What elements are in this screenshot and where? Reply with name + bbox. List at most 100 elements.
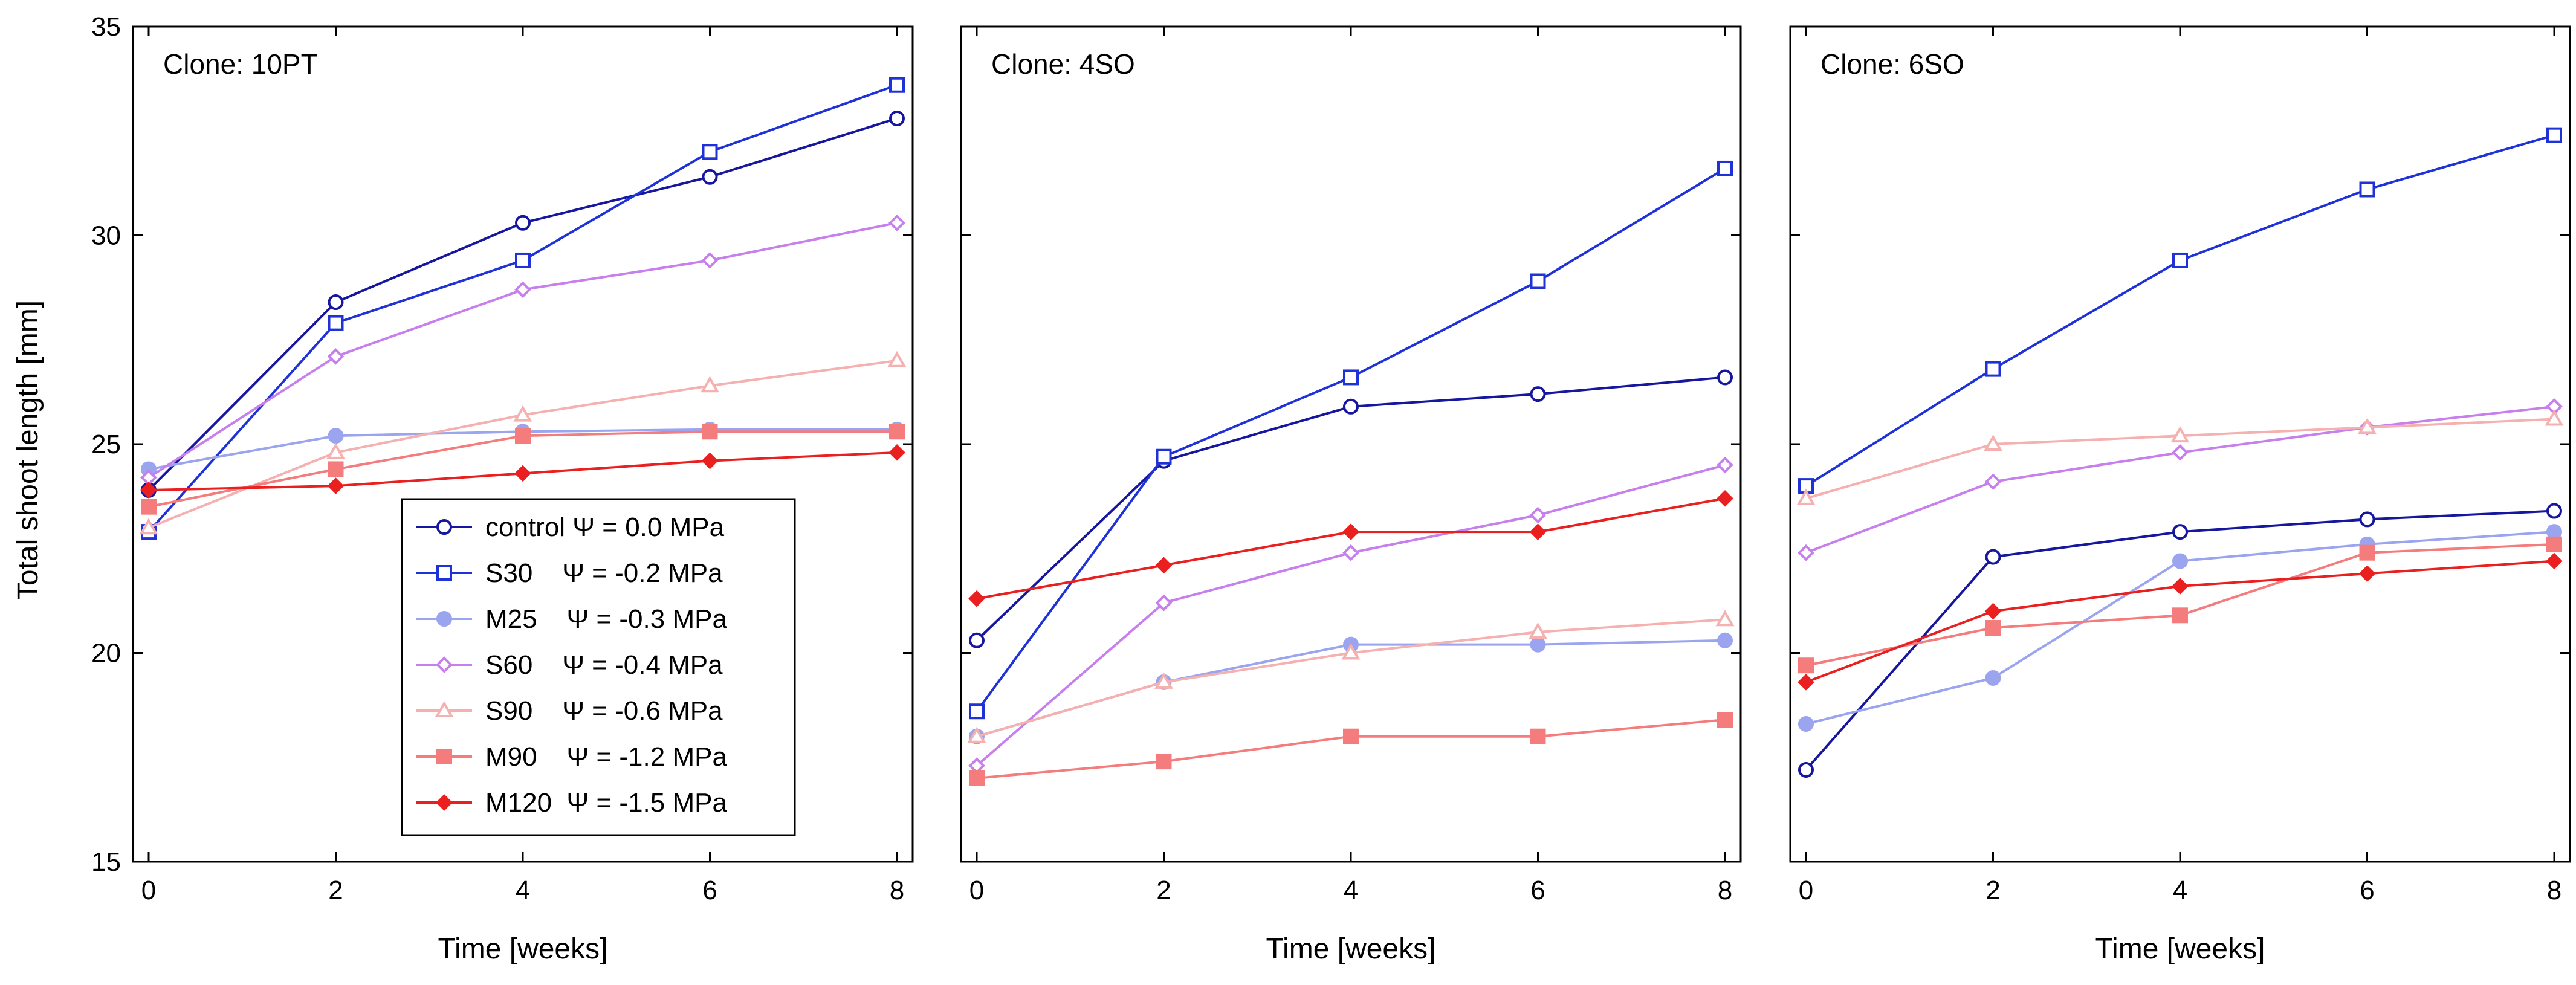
legend: control Ψ = 0.0 MPa S30 Ψ = -0.2 MPa M25 Ψ…	[401, 498, 796, 836]
data-point	[969, 770, 985, 786]
x-tick-label: 4	[516, 876, 530, 905]
legend-entry-M90: M90 Ψ = -1.2 MPa	[416, 742, 727, 772]
panel-title: Clone: 10PT	[163, 48, 318, 80]
series-S90	[1796, 409, 2564, 505]
series-S30	[969, 160, 1733, 720]
legend-label: M120 Ψ = -1.5 MPa	[485, 788, 727, 818]
data-point	[514, 281, 531, 299]
legend-marker	[436, 519, 452, 535]
chart-panel-1: 15 20 25 30 35 0 2 4 6 8 Time [weeks] Clone: 10PT	[91, 12, 914, 965]
data-point	[1715, 610, 1735, 627]
series-M90	[969, 712, 1733, 786]
data-point	[1798, 657, 1814, 674]
data-point	[1717, 456, 1733, 474]
y-tick-label: 25	[91, 430, 121, 459]
data-point	[328, 315, 344, 331]
data-point	[1717, 490, 1733, 507]
data-point	[515, 215, 531, 231]
x-tick-label: 6	[702, 876, 717, 905]
data-point	[702, 144, 718, 160]
data-point	[2359, 181, 2375, 198]
data-point	[1530, 636, 1546, 653]
data-point	[515, 428, 531, 444]
data-point	[1529, 523, 1547, 540]
data-point	[1154, 672, 1173, 689]
data-point	[1530, 386, 1546, 402]
x-axis-title: Time [weeks]	[1266, 933, 1436, 965]
legend-marker	[436, 656, 453, 673]
x-tick-label: 2	[1156, 876, 1171, 905]
data-point	[1342, 544, 1359, 561]
data-point	[888, 444, 905, 461]
x-tick-label: 0	[969, 876, 984, 905]
x-tick-label: 2	[1985, 876, 2000, 905]
data-point	[1156, 754, 1172, 770]
data-point	[1798, 544, 1814, 561]
data-point	[1530, 728, 1546, 744]
data-point	[2172, 607, 2188, 624]
data-point	[1343, 369, 1359, 386]
y-tick-label: 30	[91, 221, 121, 251]
legend-label: control Ψ = 0.0 MPa	[485, 512, 725, 542]
data-point	[1343, 728, 1359, 744]
data-point	[327, 477, 345, 494]
data-point	[701, 376, 719, 393]
legend-label: M90 Ψ = -1.2 MPa	[485, 742, 727, 772]
data-point	[1156, 448, 1172, 465]
legend-box	[401, 498, 796, 836]
data-point	[701, 452, 719, 470]
data-point	[1798, 674, 1814, 691]
data-point	[1717, 632, 1733, 648]
legend-entry-control: control Ψ = 0.0 MPa	[416, 512, 725, 542]
series-S90	[139, 350, 907, 535]
data-point	[2359, 544, 2375, 561]
data-point	[1985, 620, 2001, 636]
data-point	[2172, 578, 2189, 595]
series-control	[1798, 503, 2562, 778]
data-point	[1798, 715, 1814, 732]
data-point	[1529, 506, 1547, 524]
data-point	[513, 405, 532, 422]
data-point	[701, 252, 719, 269]
legend-marker	[435, 700, 454, 717]
data-point	[967, 726, 986, 743]
data-point	[1985, 549, 2001, 565]
x-tick-label: 8	[2547, 876, 2561, 905]
y-tick-label: 15	[91, 847, 121, 877]
series-line	[976, 719, 1726, 780]
legend-entry-M25: M25 Ψ = -0.3 MPa	[416, 604, 727, 634]
x-tick-label: 4	[1344, 876, 1358, 905]
legend-label: M25 Ψ = -0.3 MPa	[485, 604, 727, 634]
series-M90	[1798, 536, 2562, 674]
panel-title: Clone: 6SO	[1820, 48, 1964, 80]
data-point	[2359, 511, 2375, 528]
legend-marker	[436, 749, 452, 764]
x-tick-label: 0	[1799, 876, 1813, 905]
data-point	[1529, 622, 1547, 639]
series-control	[969, 369, 1733, 648]
x-tick-label: 8	[890, 876, 904, 905]
series-M120	[968, 490, 1733, 607]
chart-panel-3: 0 2 4 6 8 Time [weeks] Clone: 6SO	[1789, 25, 2571, 965]
data-point	[702, 424, 718, 440]
data-point	[2546, 536, 2562, 552]
data-point	[2172, 553, 2188, 569]
data-point	[1798, 761, 1814, 778]
data-point	[2546, 552, 2563, 570]
legend-label: S90 Ψ = -0.6 MPa	[485, 696, 723, 726]
data-point	[2358, 565, 2376, 583]
data-point	[889, 111, 905, 127]
data-point	[1342, 523, 1359, 540]
series-line	[147, 83, 898, 533]
legend-marker	[436, 794, 453, 811]
data-point	[2172, 524, 2188, 540]
data-point	[1155, 557, 1173, 574]
data-point	[887, 350, 907, 367]
data-point	[1343, 398, 1359, 415]
data-point	[1155, 594, 1173, 612]
data-point	[969, 632, 985, 648]
data-point	[968, 590, 985, 607]
legend-marker	[436, 565, 452, 581]
legend-marker	[436, 611, 452, 627]
